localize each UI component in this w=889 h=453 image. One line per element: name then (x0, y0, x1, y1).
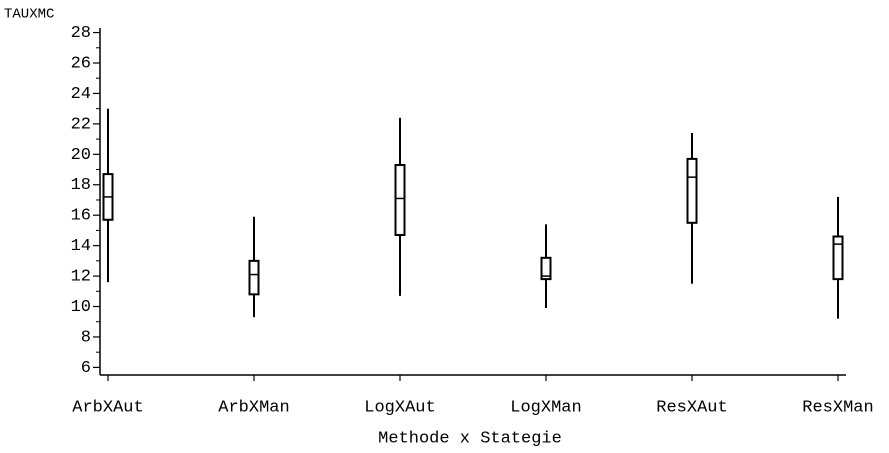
x-tick-label: LogXMan (510, 398, 581, 417)
y-tick-label: 10 (71, 298, 91, 317)
x-axis-label: Methode x Stategie (378, 429, 562, 448)
box (540, 256, 552, 281)
y-tick-label: 8 (81, 328, 91, 347)
y-tick-label: 6 (81, 359, 91, 378)
y-tick-label: 24 (71, 85, 91, 104)
y-tick-label: 28 (71, 24, 91, 43)
x-tick-label: ArbXAut (72, 398, 143, 417)
y-tick-label: 16 (71, 207, 91, 226)
y-tick-label: 22 (71, 115, 91, 134)
y-axis-label: TAUXMC (4, 7, 54, 23)
y-tick-label: 20 (71, 146, 91, 165)
y-tick-label: 26 (71, 54, 91, 73)
x-tick-label: ResXMan (802, 398, 873, 417)
box (248, 259, 260, 296)
box (394, 163, 406, 236)
y-tick-label: 12 (71, 268, 91, 287)
y-tick-label: 14 (71, 237, 91, 256)
box (686, 157, 698, 224)
x-tick-label: ResXAut (656, 398, 727, 417)
x-tick-label: LogXAut (364, 398, 435, 417)
y-tick-label: 18 (71, 176, 91, 195)
x-tick-label: ArbXMan (218, 398, 289, 417)
box (832, 235, 844, 281)
